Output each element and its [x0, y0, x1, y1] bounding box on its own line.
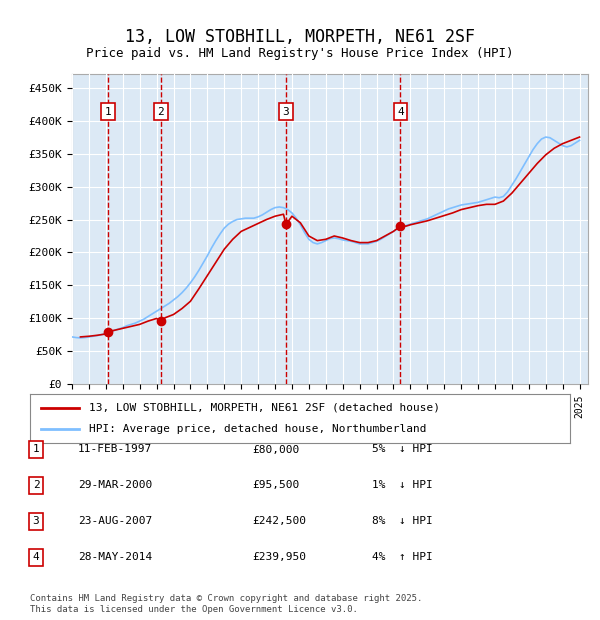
Text: 8%  ↓ HPI: 8% ↓ HPI: [372, 516, 433, 526]
Text: 2: 2: [157, 107, 164, 117]
Text: 28-MAY-2014: 28-MAY-2014: [78, 552, 152, 562]
Text: 4: 4: [32, 552, 40, 562]
Bar: [107, 74, 109, 384]
Text: £239,950: £239,950: [252, 552, 306, 562]
Bar: [285, 74, 287, 384]
Text: 29-MAR-2000: 29-MAR-2000: [78, 480, 152, 490]
Text: 13, LOW STOBHILL, MORPETH, NE61 2SF: 13, LOW STOBHILL, MORPETH, NE61 2SF: [125, 28, 475, 46]
Text: 1: 1: [104, 107, 111, 117]
Text: 5%  ↓ HPI: 5% ↓ HPI: [372, 445, 433, 454]
Text: Contains HM Land Registry data © Crown copyright and database right 2025.
This d: Contains HM Land Registry data © Crown c…: [30, 595, 422, 614]
Text: 13, LOW STOBHILL, MORPETH, NE61 2SF (detached house): 13, LOW STOBHILL, MORPETH, NE61 2SF (det…: [89, 402, 440, 412]
Text: Price paid vs. HM Land Registry's House Price Index (HPI): Price paid vs. HM Land Registry's House …: [86, 46, 514, 60]
Text: 2: 2: [32, 480, 40, 490]
Text: 1: 1: [32, 445, 40, 454]
Text: £80,000: £80,000: [252, 445, 299, 454]
Text: 23-AUG-2007: 23-AUG-2007: [78, 516, 152, 526]
Bar: [160, 74, 161, 384]
Text: £242,500: £242,500: [252, 516, 306, 526]
Text: 11-FEB-1997: 11-FEB-1997: [78, 445, 152, 454]
Text: 4%  ↑ HPI: 4% ↑ HPI: [372, 552, 433, 562]
Text: HPI: Average price, detached house, Northumberland: HPI: Average price, detached house, Nort…: [89, 425, 427, 435]
Text: £95,500: £95,500: [252, 480, 299, 490]
Text: 1%  ↓ HPI: 1% ↓ HPI: [372, 480, 433, 490]
Text: 3: 3: [32, 516, 40, 526]
Text: 3: 3: [283, 107, 289, 117]
Text: 4: 4: [397, 107, 404, 117]
Bar: [400, 74, 401, 384]
